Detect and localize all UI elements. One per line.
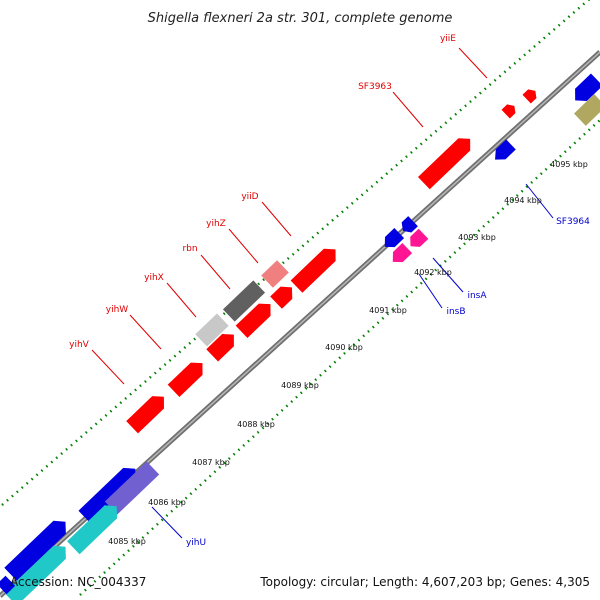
feature-sf3963	[418, 138, 471, 190]
gene-label-sf3964: SF3964	[556, 217, 590, 227]
feature-rbn	[235, 303, 271, 338]
feature-blue-right	[575, 73, 600, 101]
feature-yihv	[126, 396, 164, 434]
tick-label-3: 4088 kbp	[237, 420, 275, 429]
feature-insb-2	[410, 228, 429, 247]
gene-label-callouts: yiiE SF3963 yiiD yihZ rbn yihX yihW yihV SF3964 i…	[69, 34, 590, 548]
feature-yihz	[270, 286, 293, 309]
tick-label-2: 4087 kbp	[192, 458, 230, 467]
gene-label-insa: insA	[467, 291, 487, 301]
gene-label-yihw: yihW	[106, 305, 129, 315]
callout-line-yihz	[228, 228, 259, 264]
feature-cyan-1	[67, 505, 118, 555]
tick-label-5: 4090 kbp	[325, 343, 363, 352]
callout-line-yihw	[129, 314, 162, 350]
map-title: Shigella flexneri 2a str. 301, complete …	[148, 11, 453, 26]
callout-line-yihv	[91, 349, 125, 385]
callout-line-rbn	[200, 254, 231, 290]
feature-insa-2	[401, 216, 418, 233]
feature-blue-edge	[0, 575, 16, 595]
tick-label-9: 4094 kbp	[504, 196, 542, 205]
feature-pink-gene	[261, 260, 289, 288]
tick-label-1: 4086 kbp	[148, 498, 186, 507]
callout-line-insa	[432, 257, 464, 293]
accession-text: Accession: NC_004337	[10, 575, 146, 589]
feature-insa	[384, 228, 405, 248]
callout-line-insb	[418, 273, 443, 309]
gene-label-yihu: yihU	[186, 538, 206, 548]
callout-line-sf3964	[525, 183, 554, 219]
lower-dotted-track	[79, 119, 600, 596]
genome-summary-text: Topology: circular; Length: 4,607,203 bp…	[259, 575, 590, 589]
gene-label-yihz: yihZ	[206, 219, 226, 229]
callout-line-sf3963	[392, 91, 424, 128]
feature-blue-lower-1	[78, 467, 136, 524]
upper-dotted-track	[1, 0, 591, 506]
feature-yihw	[167, 362, 203, 397]
feature-olive-right	[574, 94, 600, 126]
gene-label-insb: insB	[446, 307, 465, 317]
callout-line-yiid	[261, 201, 292, 237]
tick-label-4: 4089 kbp	[281, 381, 319, 390]
feature-pseudogene-light	[195, 313, 229, 347]
gene-label-yiid: yiiD	[241, 192, 258, 202]
callout-line-yihx	[166, 282, 197, 318]
feature-insb	[392, 243, 413, 263]
tick-label-7: 4092 kbp	[414, 268, 452, 277]
kbp-tick-labels: 4085 kbp 4086 kbp 4087 kbp 4088 kbp 4089 kbp…	[108, 160, 588, 546]
gene-label-yihx: yihX	[144, 273, 164, 283]
callout-line-yiie	[458, 47, 488, 79]
gene-label-sf3963: SF3963	[358, 82, 392, 92]
feature-yiie	[522, 89, 537, 104]
feature-blue-lower-2	[4, 520, 66, 581]
feature-yihx	[206, 334, 234, 362]
gene-features	[0, 73, 600, 600]
feature-small-red-1	[501, 104, 516, 119]
feature-pseudogene-dark	[222, 280, 266, 322]
tick-label-10: 4095 kbp	[550, 160, 588, 169]
gene-label-yiie: yiiE	[440, 34, 456, 44]
feature-cyan-2	[4, 545, 66, 600]
feature-sf3964	[495, 139, 516, 160]
tick-label-8: 4093 kbp	[458, 233, 496, 242]
feature-yiid	[290, 248, 336, 293]
callout-line-yihu	[151, 506, 183, 539]
feature-yihu	[104, 461, 160, 515]
gene-label-rbn: rbn	[182, 244, 197, 254]
tick-label-6: 4091 kbp	[369, 306, 407, 315]
gene-label-yihv: yihV	[69, 340, 90, 350]
tick-label-0: 4085 kbp	[108, 537, 146, 546]
